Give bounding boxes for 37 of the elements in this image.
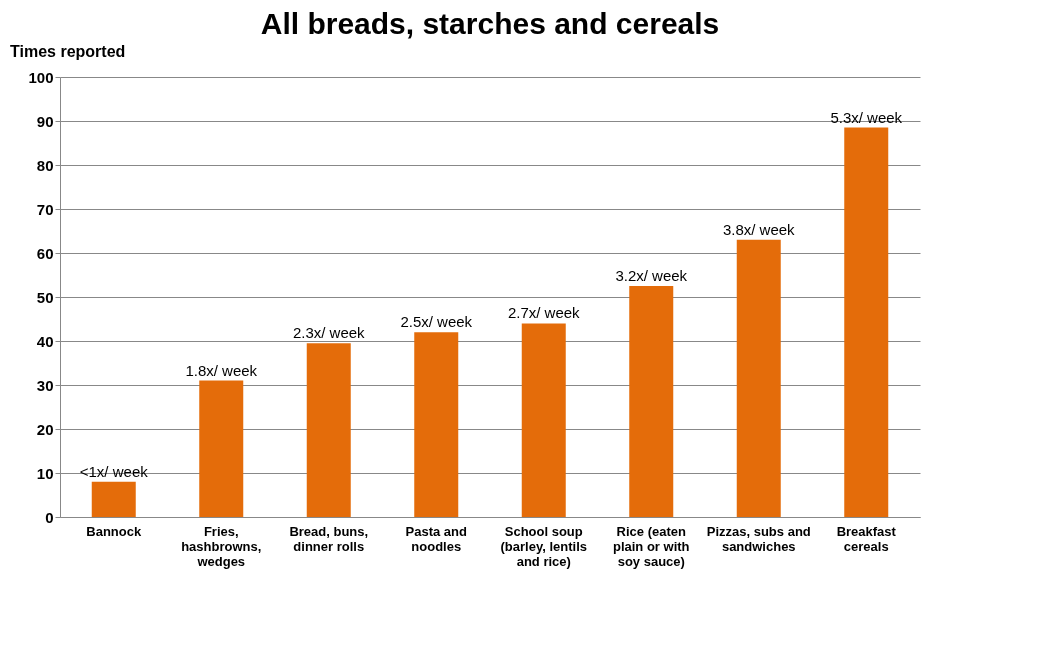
chart-title: All breads, starches and cereals (260, 7, 720, 40)
bar (844, 127, 889, 517)
y-tick-label: 40 (36, 332, 54, 350)
bar (91, 481, 136, 517)
y-tick-label: 10 (36, 464, 54, 482)
x-tick-label: Pasta and noodles (405, 523, 468, 554)
annotation: 3.8x/ week (722, 220, 796, 238)
annotation: 3.2x/ week (615, 267, 688, 284)
bar (521, 323, 566, 517)
y-axis-title: Times reported (10, 43, 126, 60)
bar (736, 239, 781, 517)
bar (414, 332, 459, 517)
annotation: 5.3x/ week (830, 108, 903, 126)
annotation: 2.7x/ week (507, 304, 581, 322)
y-tick-label: 80 (36, 156, 54, 174)
x-tick-label: Bread, buns, dinner rolls (289, 523, 369, 554)
y-tick-label: 30 (36, 376, 54, 394)
x-tick-label: Fries, hashbrowns, wedges (181, 523, 262, 569)
x-tick-label: Pizzas, subs and sandwiches (706, 523, 811, 554)
x-tick-label: Breakfast cereals (836, 523, 897, 554)
x-tick-label: Bannock (86, 523, 142, 539)
annotation: 2.3x/ week (292, 324, 366, 342)
annotation: 2.5x/ week (400, 313, 473, 331)
x-tick-label: Rice (eaten plain or with soy sauce) (612, 523, 690, 569)
y-tick-label: 50 (36, 288, 54, 306)
x-tick-label: School soup (barley, lentils and rice) (500, 523, 587, 569)
y-tick-label: 70 (36, 200, 54, 218)
y-tick-label: 90 (36, 112, 54, 130)
bar (306, 343, 351, 517)
y-tick-label: 20 (36, 420, 54, 438)
y-tick-label: 60 (36, 244, 54, 262)
annotation: 1.8x/ week (185, 361, 258, 379)
annotation: <1x/ week (79, 462, 149, 480)
y-tick-label: 100 (28, 68, 54, 86)
bar (629, 286, 674, 517)
bar (199, 380, 244, 517)
y-tick-label: 0 (45, 508, 54, 526)
